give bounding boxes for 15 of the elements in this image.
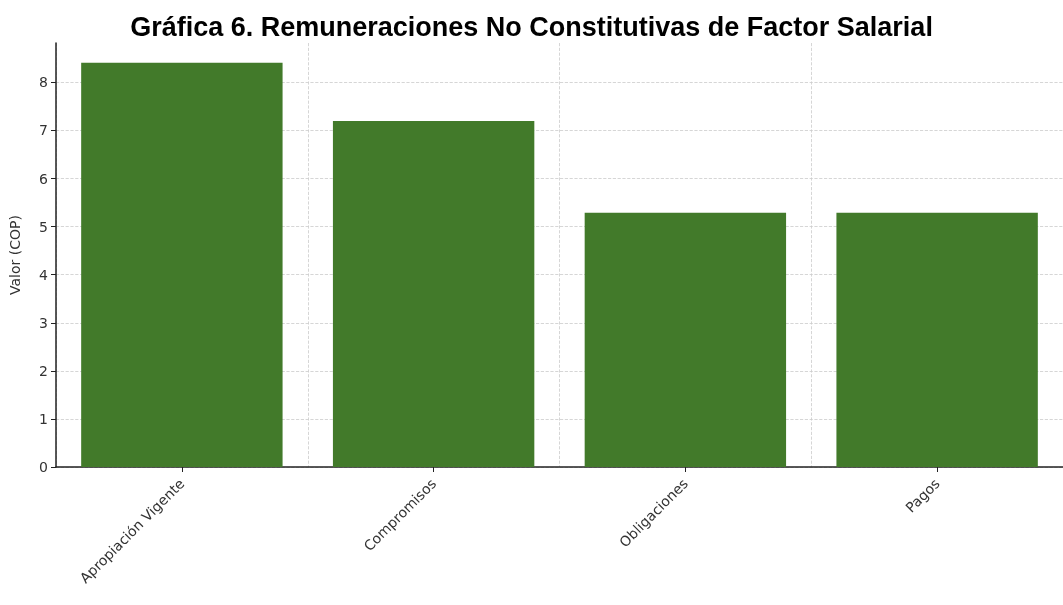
bar bbox=[836, 212, 1038, 467]
chart-title: Gráfica 6. Remuneraciones No Constitutivas de Factor Salarial bbox=[130, 11, 933, 42]
y-tick-label: 0 bbox=[39, 459, 48, 475]
y-tick-label: 6 bbox=[39, 170, 49, 187]
y-tick-label: 8 bbox=[39, 74, 48, 91]
bar bbox=[332, 120, 535, 467]
y-tick-label: 5 bbox=[39, 218, 48, 235]
bar bbox=[584, 212, 787, 467]
y-tick-label: 7 bbox=[39, 122, 48, 139]
bar bbox=[81, 62, 283, 467]
y-tick-label: 3 bbox=[39, 314, 48, 331]
y-tick-label: 4 bbox=[39, 266, 49, 283]
y-tick-label: 1 bbox=[39, 410, 48, 427]
y-tick-label: 2 bbox=[39, 362, 48, 379]
y-axis-title: Valor (COP) bbox=[7, 215, 23, 295]
